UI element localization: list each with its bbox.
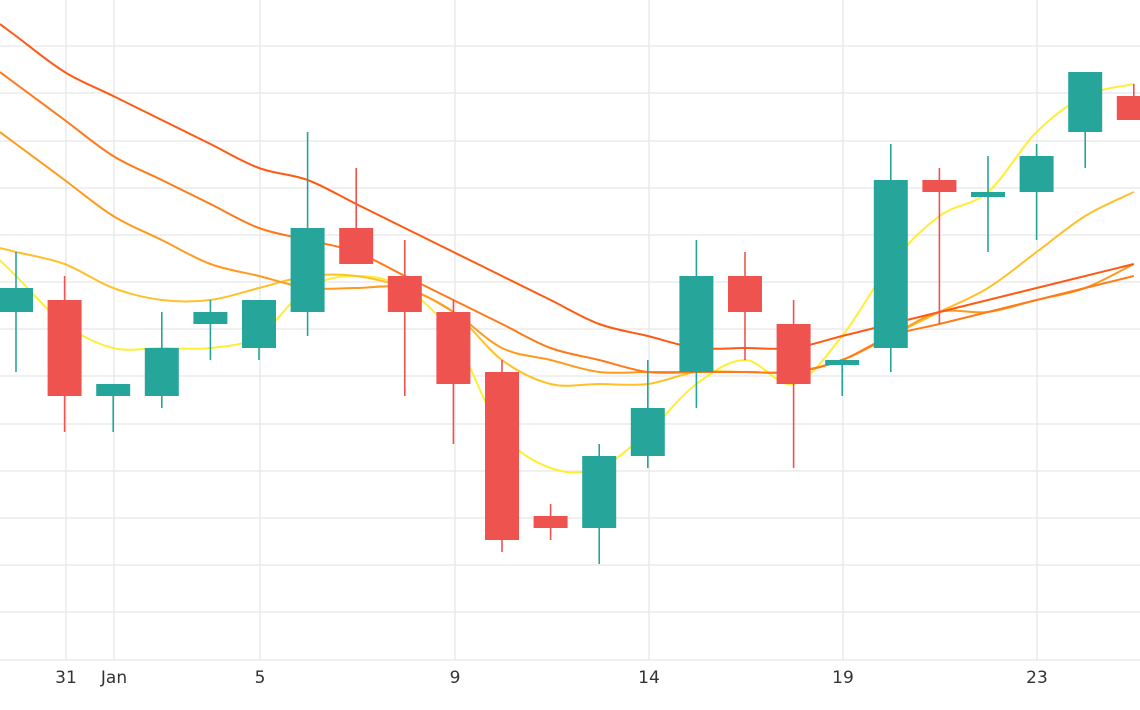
- candle-down: [728, 252, 762, 360]
- candle-body: [339, 228, 374, 264]
- candle-body: [728, 276, 762, 312]
- candle-up: [1019, 144, 1054, 240]
- x-tick-label: Jan: [100, 668, 127, 688]
- x-tick-label: 9: [450, 668, 461, 688]
- candle-body: [679, 276, 714, 372]
- x-tick-label: 5: [255, 668, 266, 688]
- candle-down: [1116, 84, 1140, 120]
- candle-body: [1019, 156, 1054, 192]
- candle-down: [387, 240, 422, 396]
- candle-down: [776, 300, 811, 468]
- candle-body: [485, 372, 519, 540]
- grid: [0, 0, 1140, 661]
- candle-up: [1068, 72, 1103, 168]
- candle-up: [290, 132, 325, 336]
- candle-up: [582, 444, 617, 564]
- candle-body: [825, 360, 860, 365]
- x-tick-label: 23: [1026, 668, 1048, 688]
- candle-up: [96, 384, 131, 432]
- candle-body: [242, 300, 276, 348]
- candle-body: [971, 192, 1005, 197]
- candle-body: [630, 408, 665, 456]
- candle-up: [193, 300, 228, 360]
- candle-body: [144, 348, 179, 396]
- candle-down: [533, 504, 568, 540]
- x-tick-label: 19: [832, 668, 854, 688]
- candle-down: [485, 360, 519, 552]
- x-tick-label: 31: [55, 668, 77, 688]
- candle-body: [1068, 72, 1103, 132]
- candle-down: [47, 276, 82, 432]
- candle-up: [630, 360, 665, 468]
- candle-body: [290, 228, 325, 312]
- candle-up: [825, 360, 860, 396]
- candle-up: [971, 156, 1005, 252]
- candle-up: [144, 312, 179, 408]
- candle-body: [193, 312, 228, 324]
- candle-body: [0, 288, 33, 312]
- candle-body: [582, 456, 617, 528]
- x-axis-tick-labels: 31 Jan 5 9 14 19 23: [55, 668, 1048, 688]
- candle-body: [776, 324, 811, 384]
- candle-body: [1116, 96, 1140, 120]
- candle-body: [873, 180, 908, 348]
- candle-body: [533, 516, 568, 528]
- candle-down: [339, 168, 374, 264]
- moving-average-lines: [0, 23, 1135, 474]
- moving-average-line: [0, 131, 1135, 374]
- candle-body: [47, 300, 82, 396]
- candle-body: [387, 276, 422, 312]
- candle-down: [922, 168, 957, 324]
- candle-up: [679, 240, 714, 408]
- candle-body: [436, 312, 471, 384]
- candles: [0, 72, 1140, 564]
- moving-average-line: [0, 83, 1135, 474]
- candle-body: [922, 180, 957, 192]
- candle-down: [436, 300, 471, 444]
- candle-body: [96, 384, 131, 396]
- moving-average-line: [0, 71, 1135, 374]
- candle-up: [242, 300, 276, 360]
- candle-up: [0, 252, 33, 372]
- x-tick-label: 14: [638, 668, 660, 688]
- candle-up: [873, 144, 908, 372]
